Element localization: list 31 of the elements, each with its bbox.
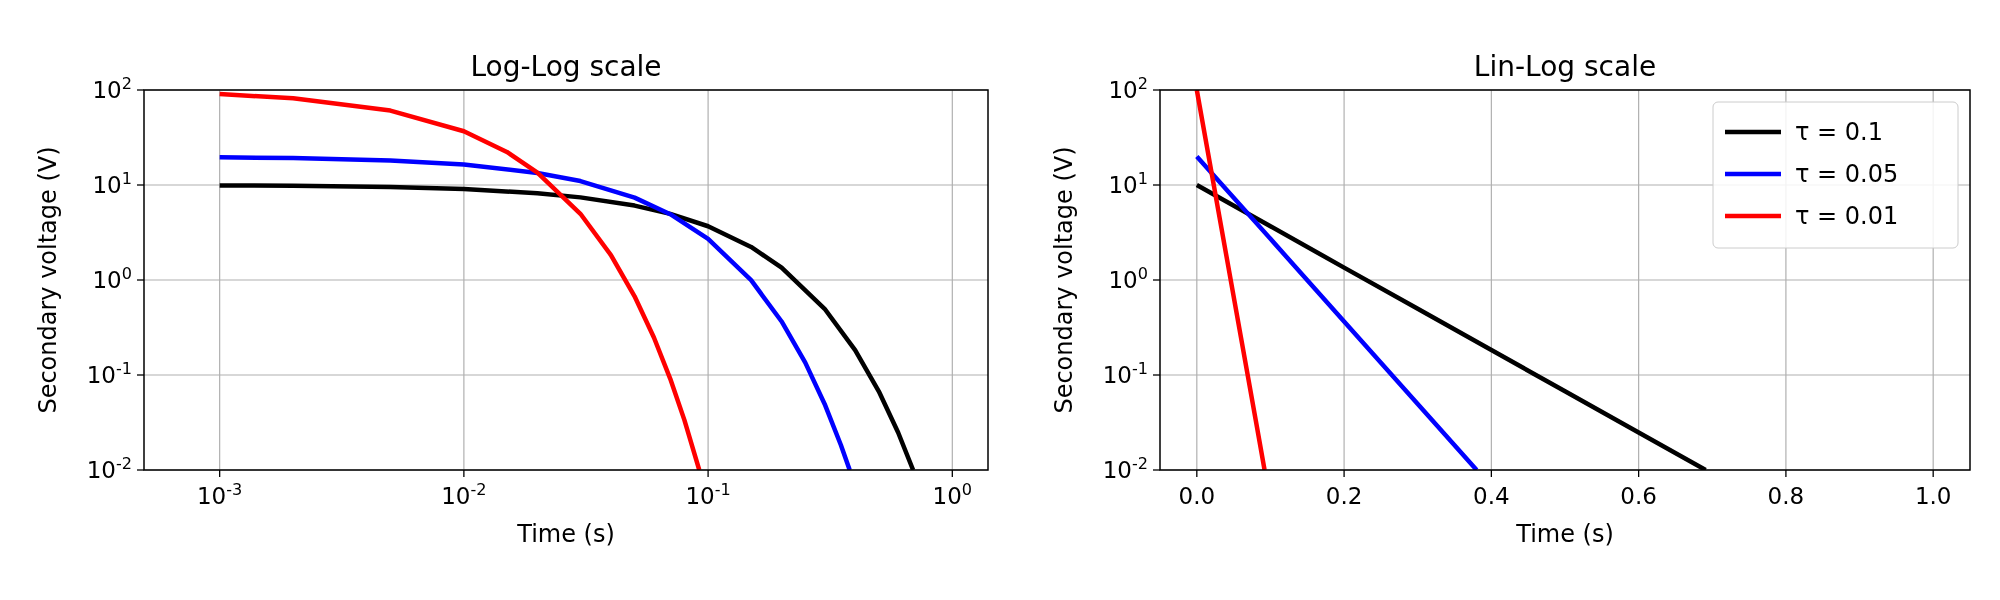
y-tick-label: 10$^{0}$ (92, 263, 132, 293)
x-tick-label: 10$^{0}$ (932, 479, 973, 509)
x-tick-label: 10$^{-2}$ (441, 479, 487, 509)
y-axis-title: Secondary voltage (V) (1050, 146, 1078, 414)
y-tick-label: 10$^{2}$ (92, 73, 132, 103)
legend-label: τ = 0.01 (1795, 202, 1899, 230)
chart-title: Lin-Log scale (1473, 50, 1657, 83)
y-tick-label: 10$^{1}$ (92, 168, 132, 198)
x-tick-label: 0.2 (1325, 483, 1363, 509)
y-tick-label: 10$^{-2}$ (86, 453, 132, 483)
line-series (1194, 154, 1479, 470)
y-axis-title: Secondary voltage (V) (34, 146, 62, 414)
x-tick-label: 0.4 (1473, 483, 1510, 509)
y-tick-label: 10$^{2}$ (1108, 73, 1148, 103)
x-axis-title: Time (s) (516, 520, 615, 548)
y-tick-label: 10$^{1}$ (1108, 168, 1148, 198)
y-tick-label: 10$^{-2}$ (1102, 453, 1148, 483)
x-tick-label: 0.0 (1178, 483, 1216, 509)
x-axis-title: Time (s) (1515, 520, 1614, 548)
chart-title: Log-Log scale (470, 50, 662, 83)
y-tick-label: 10$^{-1}$ (86, 358, 132, 388)
x-tick-label: 1.0 (1914, 483, 1952, 509)
x-tick-label: 10$^{-1}$ (685, 479, 731, 509)
y-tick-label: 10$^{-1}$ (1102, 358, 1148, 388)
x-tick-label: 10$^{-3}$ (197, 479, 243, 509)
y-tick-label: 10$^{0}$ (1108, 263, 1148, 293)
x-tick-label: 0.6 (1620, 483, 1657, 509)
x-tick-label: 0.8 (1767, 483, 1805, 509)
legend-label: τ = 0.05 (1795, 160, 1899, 188)
line-series (1194, 90, 1267, 470)
legend-label: τ = 0.1 (1795, 118, 1883, 146)
